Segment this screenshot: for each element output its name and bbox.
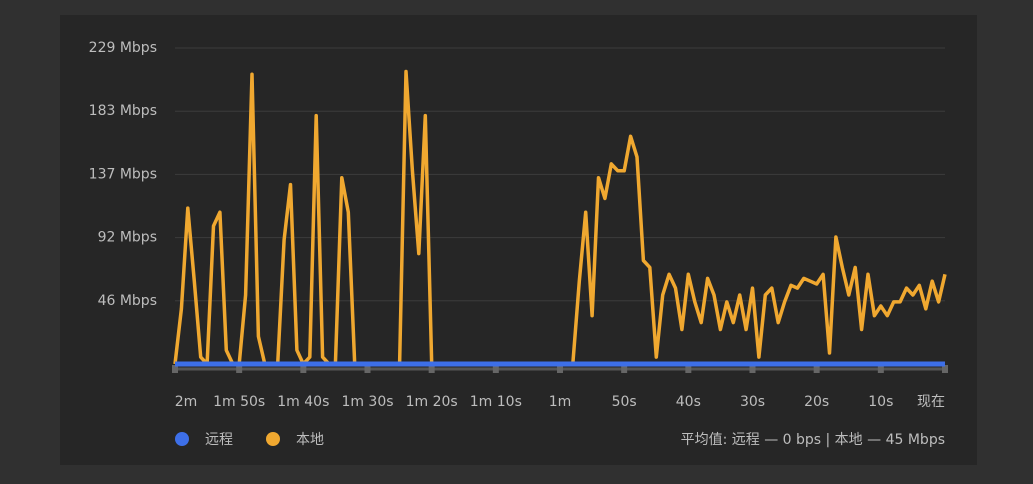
x-tick: [557, 365, 563, 373]
x-tick-label: 40s: [676, 394, 701, 410]
x-tick: [492, 365, 499, 373]
x-tick: [813, 365, 820, 373]
x-tick-label: 1m 10s: [470, 394, 522, 410]
legend-label: 远程: [205, 432, 233, 448]
x-tick-label: 10s: [868, 394, 893, 410]
x-tick: [236, 365, 243, 373]
x-tick-label: 1m 20s: [406, 394, 458, 410]
x-tick-label: 现在: [917, 394, 945, 410]
x-tick: [685, 365, 692, 373]
y-tick-label: 92 Mbps: [98, 230, 157, 246]
y-tick-label: 137 Mbps: [89, 166, 157, 182]
y-tick-label: 183 Mbps: [89, 103, 157, 119]
x-tick-label: 2m: [175, 394, 198, 410]
summary: 平均值: 远程 — 0 bps | 本地 — 45 Mbps: [681, 432, 945, 448]
x-tick-label: 30s: [740, 394, 765, 410]
x-tick: [428, 365, 435, 373]
x-tick-label: 1m 30s: [341, 394, 393, 410]
legend-swatch: [266, 432, 280, 446]
x-tick-label: 1m 40s: [277, 394, 329, 410]
legend-label: 本地: [296, 432, 324, 448]
y-tick-label: 46 Mbps: [98, 293, 157, 309]
x-tick-label: 1m: [549, 394, 572, 410]
x-tick-label: 50s: [612, 394, 637, 410]
legend-swatch: [175, 432, 189, 446]
y-tick-label: 229 Mbps: [89, 40, 157, 56]
x-tick-label: 20s: [804, 394, 829, 410]
x-tick: [749, 365, 756, 373]
x-tick: [621, 365, 628, 373]
x-tick: [942, 365, 948, 373]
x-tick: [364, 365, 371, 373]
x-tick: [877, 365, 884, 373]
x-tick-label: 1m 50s: [213, 394, 265, 410]
x-tick: [300, 365, 307, 373]
x-tick: [172, 365, 178, 373]
